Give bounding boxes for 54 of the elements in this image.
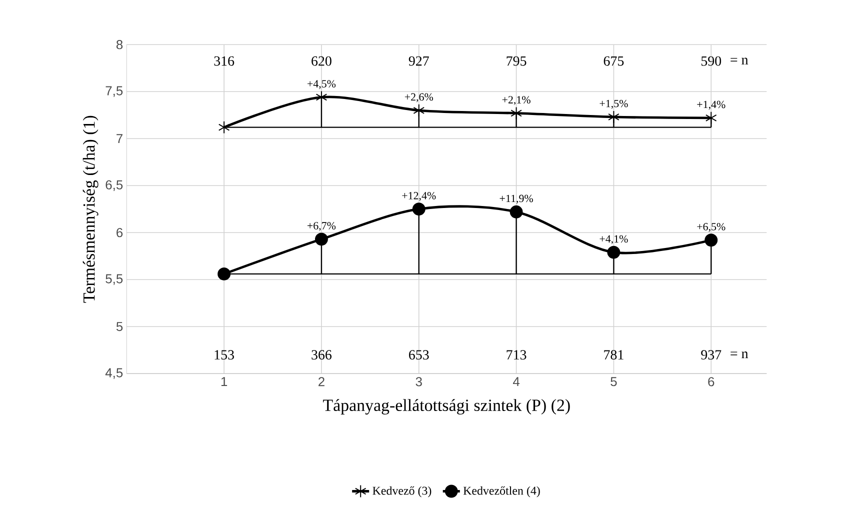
annotation: 937 — [701, 350, 722, 360]
y-tick-label: 5,5 — [106, 274, 123, 285]
x-tick-label: 6 — [708, 377, 714, 386]
annotation: +1,5% — [600, 100, 628, 109]
point — [510, 205, 523, 218]
annotation: 675 — [604, 56, 624, 66]
annotation: +2,1% — [502, 96, 530, 106]
point — [314, 232, 328, 246]
legend-label: Kedvezőtlen (4) — [463, 486, 540, 498]
annotation: 620 — [312, 56, 332, 66]
annotation: = n — [730, 58, 748, 64]
annotation: 795 — [506, 56, 526, 66]
annotation: = n — [730, 352, 748, 358]
legend-label: Kedvező (3) — [372, 486, 432, 498]
x-axis-title: Tápanyag-ellátottsági szintek (P) (2) — [323, 399, 570, 415]
annotation: +4,5% — [308, 80, 336, 90]
point — [316, 90, 328, 104]
x-tick-label: 4 — [512, 377, 520, 386]
y-tick-label: 6 — [116, 228, 123, 238]
annotation: +2,6% — [404, 93, 434, 102]
point — [413, 104, 425, 117]
y-tick-label: 8 — [116, 40, 123, 50]
annotation: 653 — [409, 350, 429, 360]
annotation: +1,4% — [697, 100, 726, 110]
y-tick-label: 7,5 — [106, 86, 123, 97]
annotation: +11,9% — [500, 194, 533, 204]
point — [607, 246, 620, 259]
annotation: 927 — [408, 56, 429, 66]
annotation: +6,7% — [308, 222, 336, 231]
x-tick-label: 2 — [318, 377, 324, 386]
annotation: 366 — [312, 350, 332, 360]
annotation: 316 — [214, 56, 234, 66]
y-tick-label: 7 — [116, 134, 122, 144]
x-tick-label: 5 — [610, 377, 617, 386]
annotation: 590 — [701, 56, 722, 66]
y-tick-label: 5 — [116, 322, 123, 332]
point — [705, 111, 717, 124]
point — [510, 106, 522, 120]
point — [412, 202, 426, 216]
annotation: +6,5% — [697, 222, 726, 232]
point — [608, 110, 620, 124]
annotation: 781 — [604, 350, 624, 360]
annotation: +4,1% — [600, 235, 628, 244]
point — [704, 234, 718, 247]
y-tick-label: 4,5 — [105, 368, 123, 379]
y-tick-label: 6,5 — [106, 180, 123, 191]
y-axis-title: Termésmennyiség (t/ha) (1) — [82, 116, 98, 303]
point — [218, 120, 230, 134]
x-tick-label: 3 — [416, 377, 422, 386]
point — [218, 267, 231, 280]
annotation: +12,4% — [402, 192, 436, 201]
x-tick-label: 1 — [221, 377, 228, 386]
annotation: 713 — [506, 350, 526, 360]
annotation: 153 — [214, 350, 234, 360]
